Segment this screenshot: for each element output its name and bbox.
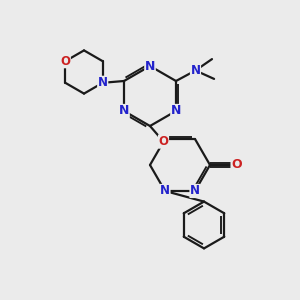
Text: O: O [60, 55, 70, 68]
Text: N: N [190, 184, 200, 197]
Text: N: N [98, 76, 108, 89]
Text: N: N [171, 104, 181, 118]
Text: O: O [231, 158, 242, 172]
Text: N: N [145, 59, 155, 73]
Text: N: N [119, 104, 129, 118]
Text: N: N [160, 184, 170, 197]
Text: O: O [158, 135, 169, 148]
Text: N: N [190, 64, 200, 77]
